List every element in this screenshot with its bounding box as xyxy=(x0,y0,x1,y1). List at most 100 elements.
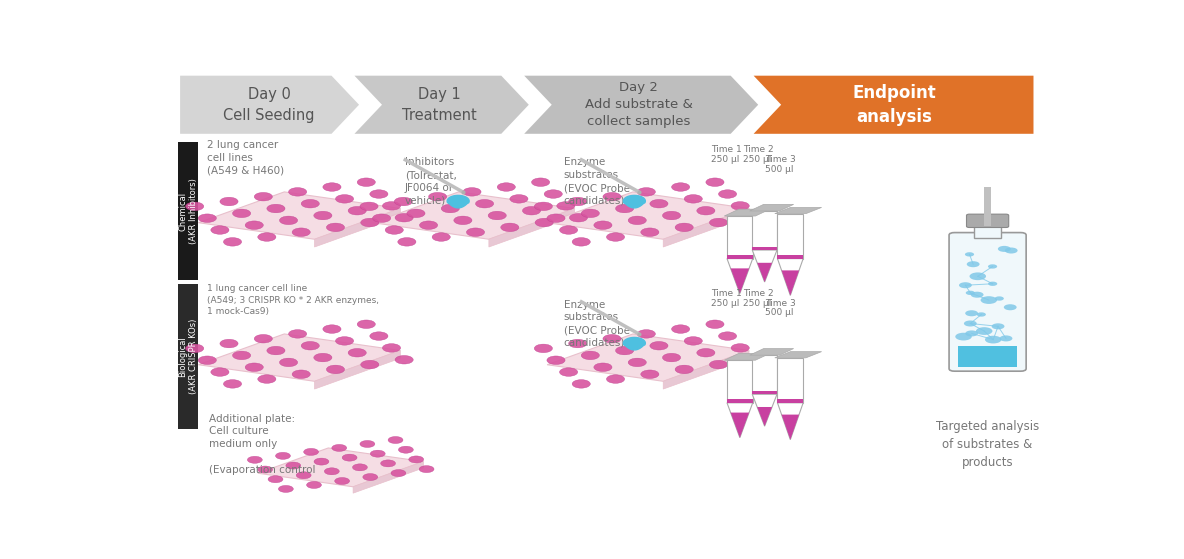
Circle shape xyxy=(731,344,749,352)
Circle shape xyxy=(258,466,272,473)
Circle shape xyxy=(955,333,972,340)
Circle shape xyxy=(398,238,416,246)
Circle shape xyxy=(348,206,366,215)
Circle shape xyxy=(382,344,400,352)
Circle shape xyxy=(369,190,388,198)
Polygon shape xyxy=(781,271,799,295)
Circle shape xyxy=(684,337,702,345)
Polygon shape xyxy=(315,209,400,247)
Polygon shape xyxy=(758,263,772,282)
Polygon shape xyxy=(199,334,400,381)
Circle shape xyxy=(594,221,612,229)
Polygon shape xyxy=(547,192,749,239)
Circle shape xyxy=(706,320,725,329)
Circle shape xyxy=(684,195,702,203)
Circle shape xyxy=(395,214,413,222)
Circle shape xyxy=(697,348,715,357)
Polygon shape xyxy=(727,259,753,293)
Circle shape xyxy=(980,296,997,304)
Polygon shape xyxy=(525,75,758,134)
Circle shape xyxy=(245,363,263,372)
Circle shape xyxy=(629,358,646,367)
Circle shape xyxy=(534,344,553,353)
Circle shape xyxy=(466,228,484,236)
Text: 250 μl: 250 μl xyxy=(712,299,740,307)
Circle shape xyxy=(198,356,217,364)
Circle shape xyxy=(568,197,587,206)
Circle shape xyxy=(335,477,349,485)
Text: 500 μl: 500 μl xyxy=(765,308,793,317)
Circle shape xyxy=(324,468,340,475)
Circle shape xyxy=(289,188,307,196)
Text: Targeted analysis
of substrates &
products: Targeted analysis of substrates & produc… xyxy=(937,420,1040,469)
Circle shape xyxy=(335,195,354,203)
Circle shape xyxy=(719,190,736,198)
Circle shape xyxy=(407,209,425,217)
Circle shape xyxy=(568,339,587,348)
Circle shape xyxy=(594,363,612,372)
Text: Day 1
Treatment: Day 1 Treatment xyxy=(403,87,477,123)
Polygon shape xyxy=(725,353,770,360)
Circle shape xyxy=(314,211,332,220)
Circle shape xyxy=(998,246,1011,252)
Circle shape xyxy=(303,448,318,456)
Circle shape xyxy=(453,216,472,225)
Circle shape xyxy=(581,351,599,359)
Circle shape xyxy=(463,188,481,196)
Text: Day 0
Cell Seeding: Day 0 Cell Seeding xyxy=(224,87,315,123)
Circle shape xyxy=(629,216,646,225)
Circle shape xyxy=(971,292,984,298)
Polygon shape xyxy=(199,192,400,239)
Circle shape xyxy=(353,464,367,471)
Text: Additional plate:
Cell culture
medium only

(Evaporation control: Additional plate: Cell culture medium on… xyxy=(210,414,316,475)
Circle shape xyxy=(545,190,562,198)
Text: Chemical
(AKR Inhibitors): Chemical (AKR Inhibitors) xyxy=(179,178,199,244)
Circle shape xyxy=(247,456,263,463)
Polygon shape xyxy=(778,403,803,439)
Circle shape xyxy=(995,296,1004,301)
Circle shape xyxy=(497,183,515,191)
Circle shape xyxy=(211,368,229,376)
Circle shape xyxy=(258,233,276,241)
FancyBboxPatch shape xyxy=(984,187,991,226)
Circle shape xyxy=(547,356,565,364)
Circle shape xyxy=(663,353,681,362)
Circle shape xyxy=(970,272,986,280)
Polygon shape xyxy=(778,259,803,295)
Circle shape xyxy=(232,351,251,359)
Circle shape xyxy=(220,197,238,206)
Text: Time 1: Time 1 xyxy=(712,289,742,298)
Circle shape xyxy=(360,440,375,447)
Circle shape xyxy=(603,192,622,201)
Circle shape xyxy=(581,209,599,217)
Circle shape xyxy=(358,178,375,187)
Polygon shape xyxy=(731,268,749,293)
Circle shape xyxy=(186,344,204,353)
Polygon shape xyxy=(774,352,822,358)
Circle shape xyxy=(361,361,379,369)
Circle shape xyxy=(603,334,622,343)
Text: 500 μl: 500 μl xyxy=(765,165,793,174)
Circle shape xyxy=(959,282,972,288)
FancyBboxPatch shape xyxy=(966,214,1009,228)
Circle shape xyxy=(323,183,341,191)
Circle shape xyxy=(279,216,297,225)
Text: Endpoint
analysis: Endpoint analysis xyxy=(852,84,935,126)
Circle shape xyxy=(373,214,391,222)
Circle shape xyxy=(314,353,332,362)
Circle shape xyxy=(964,320,977,326)
Circle shape xyxy=(429,192,446,201)
Circle shape xyxy=(709,361,728,369)
Circle shape xyxy=(358,320,375,329)
Circle shape xyxy=(408,456,424,463)
Circle shape xyxy=(1004,304,1017,310)
Polygon shape xyxy=(752,394,777,426)
Circle shape xyxy=(570,214,587,222)
Circle shape xyxy=(965,310,978,316)
Circle shape xyxy=(289,330,307,338)
Text: Time 1: Time 1 xyxy=(712,145,742,154)
Circle shape xyxy=(292,370,310,378)
Text: 2 lung cancer
cell lines
(A549 & H460): 2 lung cancer cell lines (A549 & H460) xyxy=(207,140,284,176)
Circle shape xyxy=(380,460,395,467)
Circle shape xyxy=(572,238,591,246)
